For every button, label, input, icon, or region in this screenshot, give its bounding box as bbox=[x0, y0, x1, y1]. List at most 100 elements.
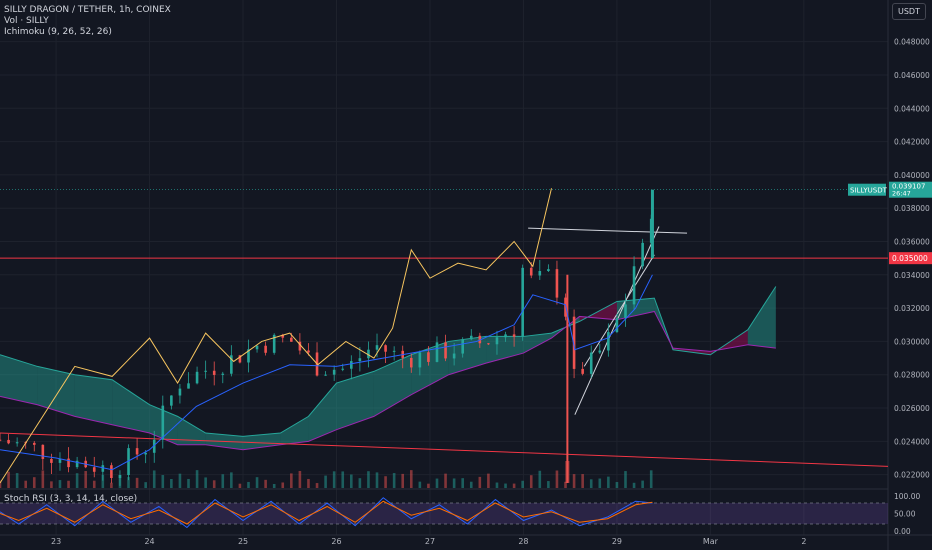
candle-body bbox=[555, 269, 559, 298]
cloud-segment bbox=[177, 416, 206, 445]
y-tick-label: 0.028000 bbox=[894, 371, 930, 380]
stoch-tick-label: 50.00 bbox=[894, 510, 916, 519]
candle-body bbox=[195, 371, 199, 384]
candle-body bbox=[538, 270, 542, 276]
candle-body bbox=[281, 334, 285, 338]
level-price-label: 0.035000 bbox=[892, 254, 928, 263]
x-tick-label: 26 bbox=[331, 537, 341, 546]
x-tick-label: 2 bbox=[801, 537, 806, 546]
candle-body bbox=[547, 269, 550, 271]
volume-bar bbox=[0, 480, 2, 488]
volume-bar bbox=[298, 470, 302, 488]
candle-body bbox=[178, 388, 182, 396]
candle-body bbox=[452, 353, 456, 359]
y-tick-label: 0.032000 bbox=[894, 304, 930, 313]
candle-body bbox=[358, 358, 362, 362]
symbol-tag-label: SILLYUSDT bbox=[850, 187, 888, 195]
last-price-tag bbox=[889, 181, 932, 198]
candle-body bbox=[187, 383, 190, 389]
candle-body bbox=[212, 370, 216, 375]
volume-bar bbox=[92, 480, 96, 488]
volume-bar bbox=[161, 475, 165, 488]
volume-bar bbox=[547, 481, 550, 488]
candle-body bbox=[272, 334, 276, 353]
volume-bar bbox=[581, 474, 584, 488]
trendline bbox=[528, 227, 688, 234]
volume-bar bbox=[75, 473, 79, 488]
volume-bar bbox=[409, 470, 413, 488]
y-tick-label: 0.026000 bbox=[894, 404, 930, 413]
candle-body bbox=[58, 458, 62, 463]
volume-bar bbox=[152, 470, 156, 488]
candle-body bbox=[7, 439, 10, 444]
y-tick-label: 0.040000 bbox=[894, 171, 930, 180]
cloud-segment bbox=[0, 354, 38, 405]
y-tick-label: 0.022000 bbox=[894, 471, 930, 480]
candle-body bbox=[444, 342, 447, 359]
x-tick-label: 24 bbox=[144, 537, 154, 546]
candle-body bbox=[624, 304, 627, 319]
ichimoku-legend: Ichimoku (9, 26, 52, 26) bbox=[4, 27, 112, 37]
volume-bar bbox=[307, 478, 310, 488]
x-tick-label: 27 bbox=[425, 537, 435, 546]
currency-button[interactable]: USDT bbox=[892, 3, 926, 20]
volume-bar bbox=[350, 474, 353, 488]
candle-body bbox=[350, 361, 353, 369]
candle-body bbox=[161, 405, 165, 440]
volume-bar bbox=[144, 482, 147, 488]
candle-body bbox=[92, 467, 96, 472]
stoch-tick-label: 100.00 bbox=[894, 492, 920, 501]
volume-bar bbox=[50, 481, 53, 488]
volume-bar bbox=[565, 461, 570, 484]
volume-bar bbox=[238, 483, 242, 488]
candle-body bbox=[341, 368, 345, 370]
candle-body bbox=[598, 350, 602, 353]
volume-bar bbox=[127, 477, 130, 488]
candle-body bbox=[152, 439, 156, 453]
volume-bar bbox=[607, 476, 610, 488]
x-tick-label: 28 bbox=[518, 537, 528, 546]
volume-bar bbox=[452, 478, 456, 488]
candle-body bbox=[264, 345, 267, 353]
volume-bar bbox=[332, 471, 336, 488]
volume-bar bbox=[632, 482, 636, 488]
volume-bar bbox=[7, 471, 10, 488]
y-tick-label: 0.038000 bbox=[894, 204, 930, 213]
candle-body bbox=[409, 357, 413, 368]
candle-body bbox=[298, 341, 302, 351]
candle-body bbox=[324, 374, 327, 376]
stoch-rsi-legend: Stoch RSI (3, 3, 14, 14, close) bbox=[4, 494, 138, 504]
candle-body bbox=[607, 332, 610, 351]
volume-bar bbox=[204, 477, 207, 488]
candle-body bbox=[521, 267, 524, 337]
volume-bar bbox=[135, 477, 139, 488]
cloud-segment bbox=[112, 379, 150, 434]
candle-body bbox=[67, 458, 70, 468]
candle-body bbox=[135, 448, 139, 455]
volume-bar bbox=[418, 481, 422, 488]
candle-body bbox=[375, 345, 379, 350]
y-tick-label: 0.048000 bbox=[894, 38, 930, 47]
candle-body bbox=[101, 465, 105, 472]
spike-candle bbox=[650, 189, 654, 259]
volume-bar bbox=[435, 478, 439, 488]
candle-body bbox=[238, 355, 242, 363]
candle-body bbox=[41, 444, 45, 459]
volume-bar bbox=[572, 474, 576, 488]
stoch-d-line bbox=[0, 500, 653, 525]
conversion-line bbox=[0, 274, 653, 471]
cloud-segment bbox=[308, 383, 337, 442]
volume-bar bbox=[255, 477, 259, 488]
symbol-tag bbox=[848, 183, 886, 196]
volume-bar bbox=[187, 478, 190, 488]
volume-bar bbox=[444, 473, 447, 488]
candle-body bbox=[641, 242, 644, 267]
volume-bar bbox=[649, 470, 653, 488]
volume-bar bbox=[367, 471, 370, 488]
cloud-span-b-line bbox=[0, 310, 776, 451]
candle-body bbox=[435, 342, 439, 362]
cloud-span-a-line bbox=[0, 286, 777, 437]
candle-body bbox=[32, 442, 36, 445]
cloud-segment bbox=[747, 286, 776, 349]
